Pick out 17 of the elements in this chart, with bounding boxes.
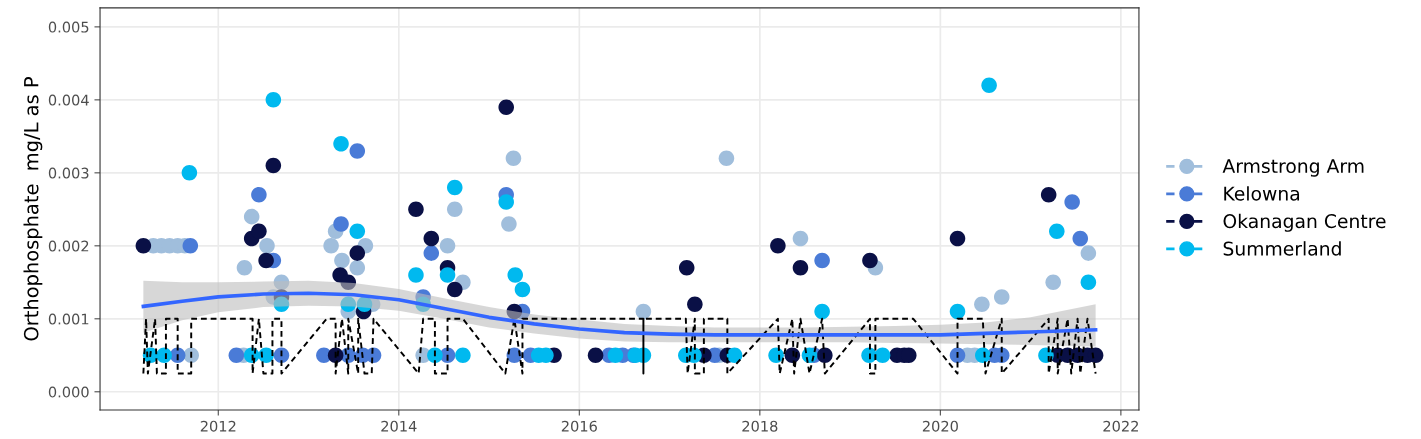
y-tick-label: 0.004 — [48, 94, 89, 106]
y-tick-label: 0.002 — [48, 240, 89, 252]
x-tick-label: 2020 — [922, 420, 958, 432]
x-tick-label: 2014 — [381, 420, 417, 432]
x-tick-label: 2016 — [561, 420, 597, 432]
y-tick-label: 0.000 — [48, 386, 89, 398]
legend-label: Armstrong Arm — [1222, 159, 1364, 177]
y-axis-title: Orthophosphate mg/L as P — [23, 77, 43, 341]
x-tick-label: 2012 — [200, 420, 236, 432]
x-tick-label: 2018 — [742, 420, 778, 432]
legend-label: Okanagan Centre — [1223, 213, 1386, 232]
legend-label: Summerland — [1223, 241, 1341, 256]
y-tick-label: 0.001 — [48, 313, 89, 325]
y-tick-label: 0.003 — [48, 167, 89, 179]
legend-label: Kelowna — [1224, 186, 1300, 201]
y-tick-label: 0.005 — [48, 21, 89, 33]
x-tick-label: 2022 — [1103, 420, 1138, 432]
